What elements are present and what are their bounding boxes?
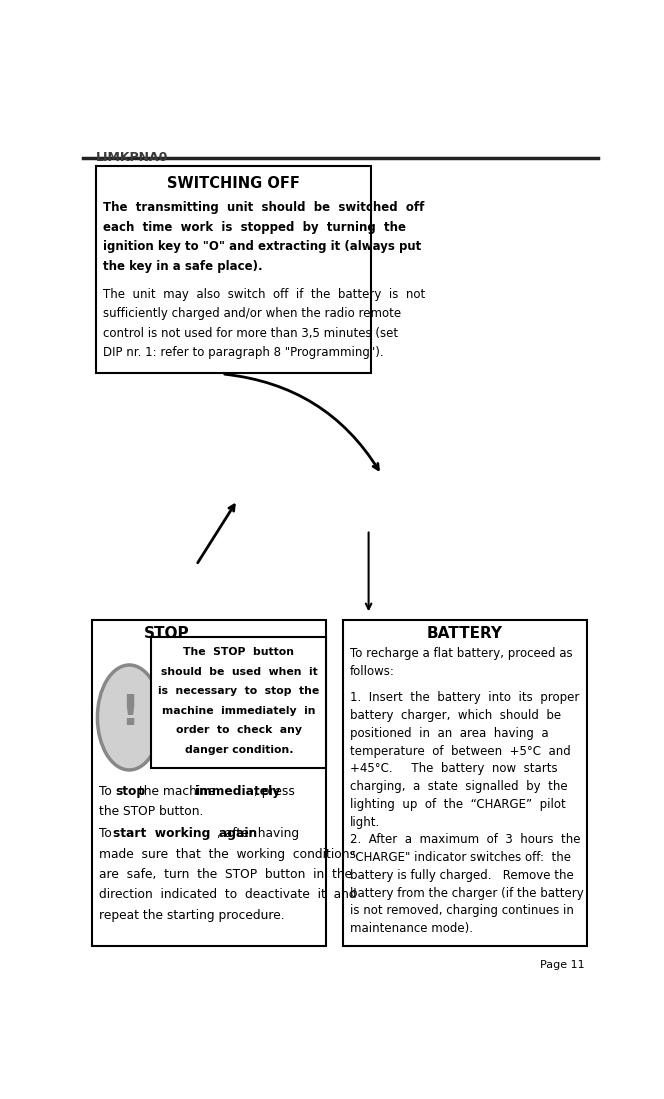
Text: Page 11: Page 11	[540, 959, 585, 969]
Text: !: !	[120, 692, 139, 734]
Text: danger condition.: danger condition.	[185, 744, 293, 755]
Text: order  to  check  any: order to check any	[176, 725, 302, 735]
Text: battery is fully charged.   Remove the: battery is fully charged. Remove the	[349, 869, 573, 881]
Text: each  time  work  is  stopped  by  turning  the: each time work is stopped by turning the	[102, 221, 406, 234]
Circle shape	[98, 665, 161, 770]
Text: charging,  a  state  signalled  by  the: charging, a state signalled by the	[349, 780, 567, 793]
Text: the machine: the machine	[135, 785, 219, 798]
Text: direction  indicated  to  deactivate  it  and: direction indicated to deactivate it and	[99, 888, 357, 901]
Text: battery  charger,  which  should  be: battery charger, which should be	[349, 709, 560, 722]
Text: temperature  of  between  +5°C  and: temperature of between +5°C and	[349, 744, 570, 757]
Text: battery from the charger (if the battery: battery from the charger (if the battery	[349, 887, 583, 900]
Text: ignition key to "O" and extracting it (always put: ignition key to "O" and extracting it (a…	[102, 241, 421, 253]
FancyBboxPatch shape	[92, 620, 327, 946]
Text: STOP: STOP	[143, 626, 189, 641]
Text: 2.  After  a  maximum  of  3  hours  the: 2. After a maximum of 3 hours the	[349, 833, 580, 846]
Text: is not removed, charging continues in: is not removed, charging continues in	[349, 904, 574, 918]
Text: DIP nr. 1: refer to paragraph 8 "Programming").: DIP nr. 1: refer to paragraph 8 "Program…	[102, 346, 383, 359]
Text: repeat the starting procedure.: repeat the starting procedure.	[99, 909, 285, 922]
Text: The  STOP  button: The STOP button	[183, 647, 294, 657]
FancyBboxPatch shape	[151, 637, 327, 768]
Text: are  safe,  turn  the  STOP  button  in  the: are safe, turn the STOP button in the	[99, 868, 352, 881]
FancyBboxPatch shape	[343, 620, 588, 946]
Text: start  working  again: start working again	[114, 828, 258, 841]
Text: control is not used for more than 3,5 minutes (set: control is not used for more than 3,5 mi…	[102, 326, 398, 340]
Text: follows:: follows:	[349, 665, 394, 678]
Text: immediately: immediately	[195, 785, 280, 798]
Text: The  unit  may  also  switch  off  if  the  battery  is  not: The unit may also switch off if the batt…	[102, 288, 425, 301]
Text: maintenance mode).: maintenance mode).	[349, 922, 473, 935]
Text: To: To	[99, 828, 116, 841]
Text: the key in a safe place).: the key in a safe place).	[102, 259, 262, 273]
Text: To: To	[99, 785, 116, 798]
Text: sufficiently charged and/or when the radio remote: sufficiently charged and/or when the rad…	[102, 307, 400, 320]
Text: , after having: , after having	[217, 828, 299, 841]
Text: LIMKPNA0: LIMKPNA0	[96, 152, 168, 165]
Text: The  transmitting  unit  should  be  switched  off: The transmitting unit should be switched…	[102, 201, 424, 214]
Text: +45°C.     The  battery  now  starts: +45°C. The battery now starts	[349, 763, 557, 775]
Text: SWITCHING OFF: SWITCHING OFF	[167, 176, 300, 191]
Text: machine  immediately  in: machine immediately in	[162, 706, 315, 715]
Text: To recharge a flat battery, proceed as: To recharge a flat battery, proceed as	[349, 647, 572, 660]
Text: 1.  Insert  the  battery  into  its  proper: 1. Insert the battery into its proper	[349, 691, 579, 704]
Text: is  necessary  to  stop  the: is necessary to stop the	[158, 686, 319, 696]
Text: "CHARGE" indicator switches off:  the: "CHARGE" indicator switches off: the	[349, 852, 570, 864]
Text: made  sure  that  the  working  conditions: made sure that the working conditions	[99, 847, 356, 861]
Text: , press: , press	[254, 785, 295, 798]
Text: BATTERY: BATTERY	[427, 626, 503, 641]
Text: positioned  in  an  area  having  a: positioned in an area having a	[349, 726, 548, 740]
Text: the STOP button.: the STOP button.	[99, 806, 203, 819]
Text: light.: light.	[349, 815, 380, 829]
Text: stop: stop	[115, 785, 145, 798]
Text: lighting  up  of  the  “CHARGE”  pilot: lighting up of the “CHARGE” pilot	[349, 798, 565, 811]
Text: should  be  used  when  it: should be used when it	[161, 667, 317, 677]
FancyBboxPatch shape	[96, 166, 371, 373]
